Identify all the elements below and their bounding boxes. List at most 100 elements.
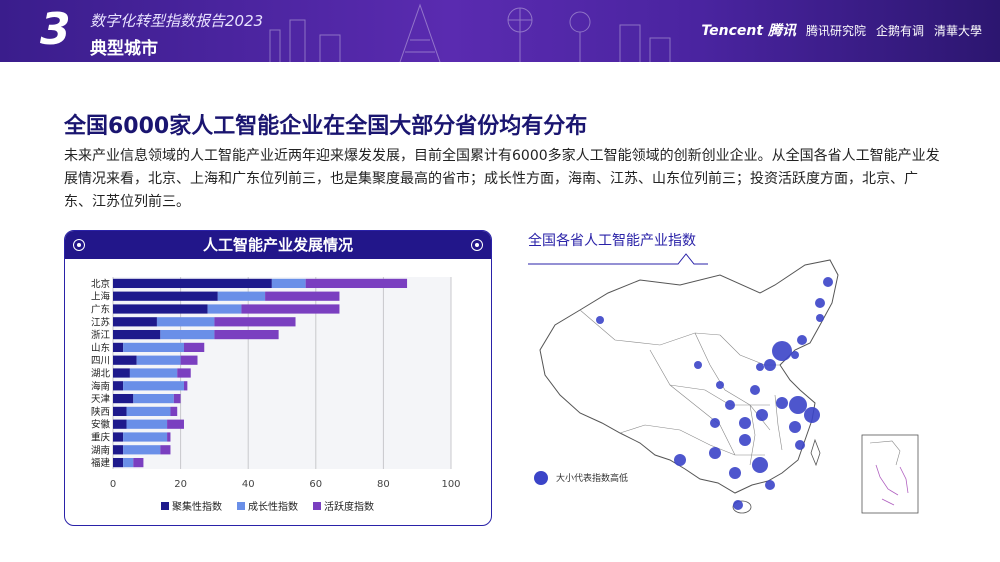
category-label: 山东 xyxy=(91,342,110,354)
category-label: 湖北 xyxy=(91,369,111,380)
bar-segment xyxy=(113,445,124,455)
bar-segment xyxy=(126,406,171,417)
map-title-underline xyxy=(528,253,708,265)
bar-segment xyxy=(113,419,127,429)
bar-segment xyxy=(160,445,171,455)
bar-segment xyxy=(113,368,130,378)
province-bubble xyxy=(750,385,760,395)
bar-segment xyxy=(113,355,137,365)
category-label: 广东 xyxy=(91,304,110,316)
province-bubble xyxy=(791,351,799,359)
bar-chart: 0 20 40 60 80 100 北京上海广东江苏浙江山东四川湖北海南天津陕西安徽重庆湖南… xyxy=(91,277,461,513)
province-bubble xyxy=(804,407,820,423)
tencent-logo: Tencent 腾讯 xyxy=(701,23,796,39)
tencent-research-logo: 腾讯研究院 xyxy=(805,23,866,38)
category-label: 安徽 xyxy=(91,419,111,431)
report-title: 数字化转型指数报告2023 xyxy=(90,12,264,30)
bar-segment xyxy=(167,432,171,442)
map-bubbles xyxy=(596,277,833,510)
legend-bubble xyxy=(534,471,548,485)
province-bubble xyxy=(797,335,807,345)
bar-segment xyxy=(113,291,218,301)
bar-segment xyxy=(183,342,205,353)
category-label: 北京 xyxy=(91,278,110,290)
province-bubble xyxy=(756,363,764,371)
legend-swatch xyxy=(313,502,321,510)
section-number: 3 xyxy=(40,4,71,55)
province-bubble xyxy=(789,421,801,433)
province-bubble xyxy=(789,396,807,414)
province-bubble xyxy=(772,341,792,361)
province-bubble xyxy=(716,381,724,389)
bar-segment xyxy=(113,381,124,391)
province-bubble xyxy=(815,298,825,308)
province-bubble xyxy=(764,359,776,371)
bar-segment xyxy=(167,419,184,429)
bar-segment xyxy=(113,329,161,340)
china-map: 大小代表指数高低 xyxy=(534,259,919,514)
section-title: 典型城市 xyxy=(90,39,158,59)
province-borders xyxy=(579,309,783,466)
legend-swatch xyxy=(237,502,245,510)
legend-label: 成长性指数 xyxy=(248,500,298,513)
right-target-icon xyxy=(471,239,483,251)
x-tick-label: 60 xyxy=(309,479,322,490)
bar-segment xyxy=(241,304,340,314)
bar-segment xyxy=(113,393,134,404)
bar-segment xyxy=(183,381,188,391)
map-legend-label: 大小代表指数高低 xyxy=(556,472,628,484)
headline: 全国6000家人工智能企业在全国大部分省份均有分布 xyxy=(64,114,588,139)
bar-segment xyxy=(113,342,124,353)
bar-segment xyxy=(113,304,208,314)
province-bubble xyxy=(816,314,824,322)
map-title: 全国各省人工智能产业指数 xyxy=(528,233,696,249)
left-target-icon xyxy=(73,239,85,251)
bar-segment xyxy=(265,291,340,301)
bar-segment xyxy=(123,381,184,391)
bar-segment xyxy=(180,355,198,365)
category-label: 海南 xyxy=(91,380,110,392)
x-tick-label: 80 xyxy=(377,479,390,490)
bar-segment xyxy=(113,317,157,327)
bar-segment xyxy=(123,457,134,468)
bar-segment xyxy=(133,457,144,468)
category-label: 四川 xyxy=(91,356,110,367)
category-label: 天津 xyxy=(91,394,111,405)
header-banner: 3 数字化转型指数报告2023 典型城市 Tencent 腾讯 腾讯研究院 企鹅… xyxy=(0,0,1000,62)
penguin-survey-logo: 企鹅有调 xyxy=(875,23,924,38)
province-bubble xyxy=(823,277,833,287)
bar-segment xyxy=(129,368,178,378)
bar-segment xyxy=(217,291,266,301)
bar-segment xyxy=(177,368,191,378)
bar-segment xyxy=(170,406,178,417)
map-outline xyxy=(539,259,839,494)
province-bubble xyxy=(709,447,721,459)
category-label: 江苏 xyxy=(91,316,111,328)
bar-segment xyxy=(173,393,181,404)
bar-segment xyxy=(123,342,184,353)
partner-logos: Tencent 腾讯 腾讯研究院 企鹅有调 清華大學 xyxy=(701,20,982,40)
province-bubble xyxy=(674,454,686,466)
province-bubble xyxy=(739,434,751,446)
bar-segment xyxy=(113,457,124,468)
chart-header: 人工智能产业发展情况 xyxy=(65,231,491,259)
category-label: 湖南 xyxy=(91,444,110,456)
province-bubble xyxy=(756,409,768,421)
taiwan-island xyxy=(810,438,821,467)
x-tick-label: 0 xyxy=(110,479,116,490)
bar-segment xyxy=(113,432,124,442)
bar-segment xyxy=(113,406,127,417)
description-paragraph: 未来产业信息领域的人工智能产业近两年迎来爆发发展，目前全国累计有6000多家人工… xyxy=(64,148,940,210)
bar-segment xyxy=(160,329,215,340)
category-label: 上海 xyxy=(91,291,111,303)
skyline-decoration xyxy=(269,3,671,62)
bar-chart-panel: 人工智能产业发展情况 0 20 40 60 80 100 北京 上海 广东 江苏 浙江 山东 四川 湖北海… xyxy=(64,230,492,526)
x-tick-label: 100 xyxy=(441,479,460,490)
province-bubble xyxy=(752,457,768,473)
category-label: 陕西 xyxy=(91,406,110,418)
province-bubble xyxy=(596,316,604,324)
bar-segment xyxy=(271,278,306,289)
bar-segment xyxy=(136,355,181,365)
bar-segment xyxy=(123,445,161,455)
south-china-sea-inset xyxy=(861,434,919,514)
